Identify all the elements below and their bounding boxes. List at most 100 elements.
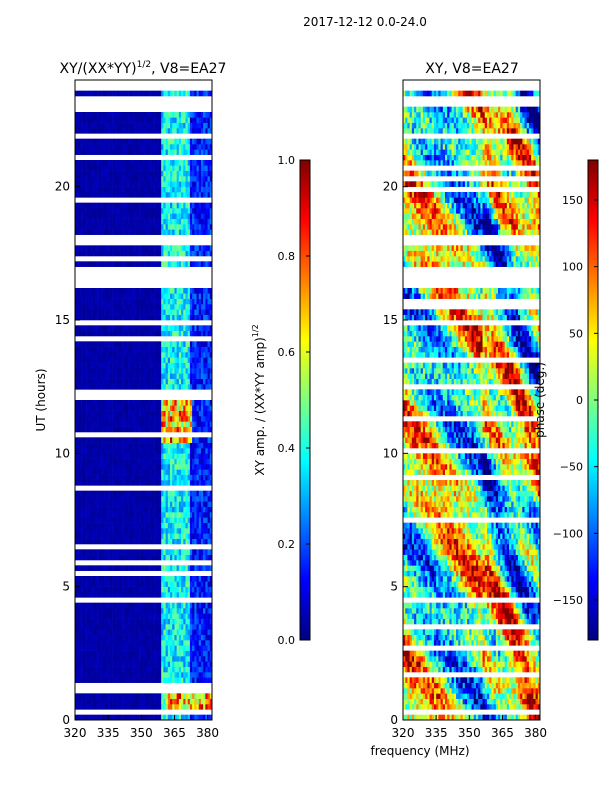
heat-cell [167,309,171,315]
heat-cell [92,693,96,699]
heat-cell [167,208,171,214]
heat-cell [119,656,122,662]
heat-cell [156,565,160,571]
heat-cell [192,192,195,198]
heat-cell [158,416,162,422]
heat-cell [119,192,122,198]
heat-cell [145,581,149,587]
heat-cell [185,384,188,390]
heat-cell [139,490,142,497]
heat-cell [172,314,175,321]
heat-cell [209,608,212,614]
heat-cell [187,213,191,219]
heat-cell [99,442,102,449]
heat-cell [181,693,184,699]
heat-cell [209,714,212,720]
heat-cell [183,448,186,454]
heat-cell [97,426,100,433]
heat-cell [110,517,113,523]
heat-cell [112,618,116,625]
heat-cell [83,693,87,699]
heat-cell [128,298,131,305]
heat-cell [154,608,158,614]
heat-cell [178,400,182,406]
heat-cell [185,192,188,198]
heat-cell [79,512,82,518]
heat-cell [112,512,116,518]
heat-cell [185,208,188,214]
heat-cell [147,202,151,209]
heat-cell [170,693,173,699]
heat-cell [81,650,85,657]
heat-cell [178,181,182,187]
heat-cell [92,373,96,379]
heat-cell [147,362,151,369]
heat-cell [209,533,212,539]
heat-cell [181,517,184,523]
heat-cell [150,442,153,449]
heat-cell [119,629,122,635]
heat-cell [187,618,191,625]
heat-cell [119,624,122,630]
heat-cell [205,421,208,427]
heat-cell [183,346,186,353]
heat-cell [101,528,105,534]
heat-cell [114,437,118,443]
heat-cell [116,613,120,619]
heat-cell [112,693,116,699]
heat-cell [161,352,164,358]
heat-cell [183,645,186,651]
heat-cell [128,501,131,507]
heat-cell [145,704,149,710]
heat-cell [105,661,109,667]
heat-cell [172,512,175,518]
heat-cell [161,506,164,513]
heat-cell [200,474,204,481]
heat-cell [192,501,195,507]
heat-cell [200,378,204,385]
heat-cell [116,410,120,417]
heat-cell [94,373,98,379]
heat-cell [83,229,87,235]
heat-cell [167,714,171,720]
heat-cell [183,517,186,523]
heat-cell [90,538,93,545]
heat-cell [88,426,91,433]
heat-cell [167,202,171,209]
heat-cell [209,304,212,310]
heat-cell [92,618,96,625]
heat-cell [207,362,211,369]
heat-cell [143,224,147,230]
heat-cell [79,528,82,534]
heat-cell [203,304,206,310]
heat-cell [83,501,87,507]
heat-cell [83,640,87,646]
heat-cell [83,629,87,635]
heat-cell [116,208,120,214]
heat-cell [108,576,111,582]
heat-cell [119,288,122,294]
heat-cell [205,677,208,683]
heat-cell [194,496,197,502]
heat-cell [187,250,191,257]
heat-cell [167,592,171,598]
heat-cell [198,656,202,662]
heat-cell [88,666,91,673]
heat-cell [185,624,188,630]
heat-cell [116,677,120,683]
heat-cell [108,346,111,353]
heat-cell [165,186,169,193]
heat-cell [189,512,193,518]
heat-cell [154,618,158,625]
heat-cell [123,533,127,539]
heat-cell [192,613,195,619]
heat-cell [130,656,133,662]
heat-cell [194,384,197,390]
heat-cell [103,309,107,315]
heat-cell [181,496,184,502]
heat-cell [150,202,153,209]
heat-cell [123,522,127,529]
heat-cell [110,453,113,459]
heat-cell [209,661,212,667]
heat-cell [125,309,129,315]
